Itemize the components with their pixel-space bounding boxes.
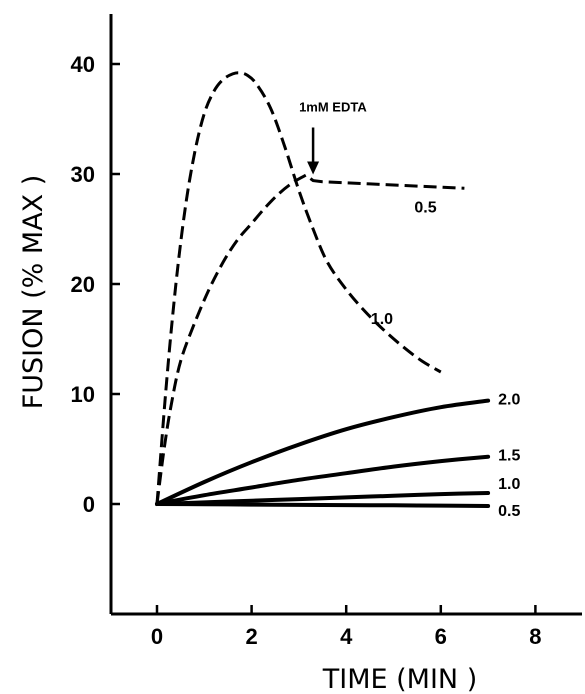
y-tick-label: 0 xyxy=(83,492,95,517)
ticks: 0 10 20 30 40 0 2 4 6 8 xyxy=(71,52,542,649)
x-tick-label: 8 xyxy=(529,624,541,649)
edta-arrow-head xyxy=(307,161,320,175)
series-line-dashed-1-0 xyxy=(155,71,442,505)
x-tick-label: 4 xyxy=(340,624,353,649)
edta-annotation-label: 1mM EDTA xyxy=(299,100,367,115)
y-tick-label: 10 xyxy=(71,382,95,407)
series-label: 0.5 xyxy=(414,199,436,216)
y-tick-label: 40 xyxy=(71,52,95,77)
series-label: 2.0 xyxy=(498,392,520,409)
series-line-solid-0-5 xyxy=(155,502,491,508)
series-label: 0.5 xyxy=(498,503,520,520)
series-label: 1.0 xyxy=(498,476,520,493)
series-line-solid-1-5 xyxy=(155,454,491,506)
annotations: 1mM EDTA xyxy=(299,100,367,175)
x-tick-label: 0 xyxy=(151,624,163,649)
x-tick-label: 6 xyxy=(435,624,447,649)
series-line-dashed-0-5 xyxy=(155,173,465,505)
series-label: 1.5 xyxy=(498,448,520,465)
y-tick-label: 20 xyxy=(71,272,95,297)
series-line-solid-2-0 xyxy=(155,398,491,506)
series-labels: 0.5 1.0 2.0 1.5 1.0 0.5 xyxy=(371,199,521,520)
x-axis-title: TIME (MIN ) xyxy=(322,664,478,694)
series-label: 1.0 xyxy=(371,311,393,328)
y-axis-title: FUSION (% MAX ) xyxy=(18,175,49,410)
series-lines xyxy=(155,71,491,508)
y-tick-label: 30 xyxy=(71,162,95,187)
x-tick-label: 2 xyxy=(245,624,257,649)
